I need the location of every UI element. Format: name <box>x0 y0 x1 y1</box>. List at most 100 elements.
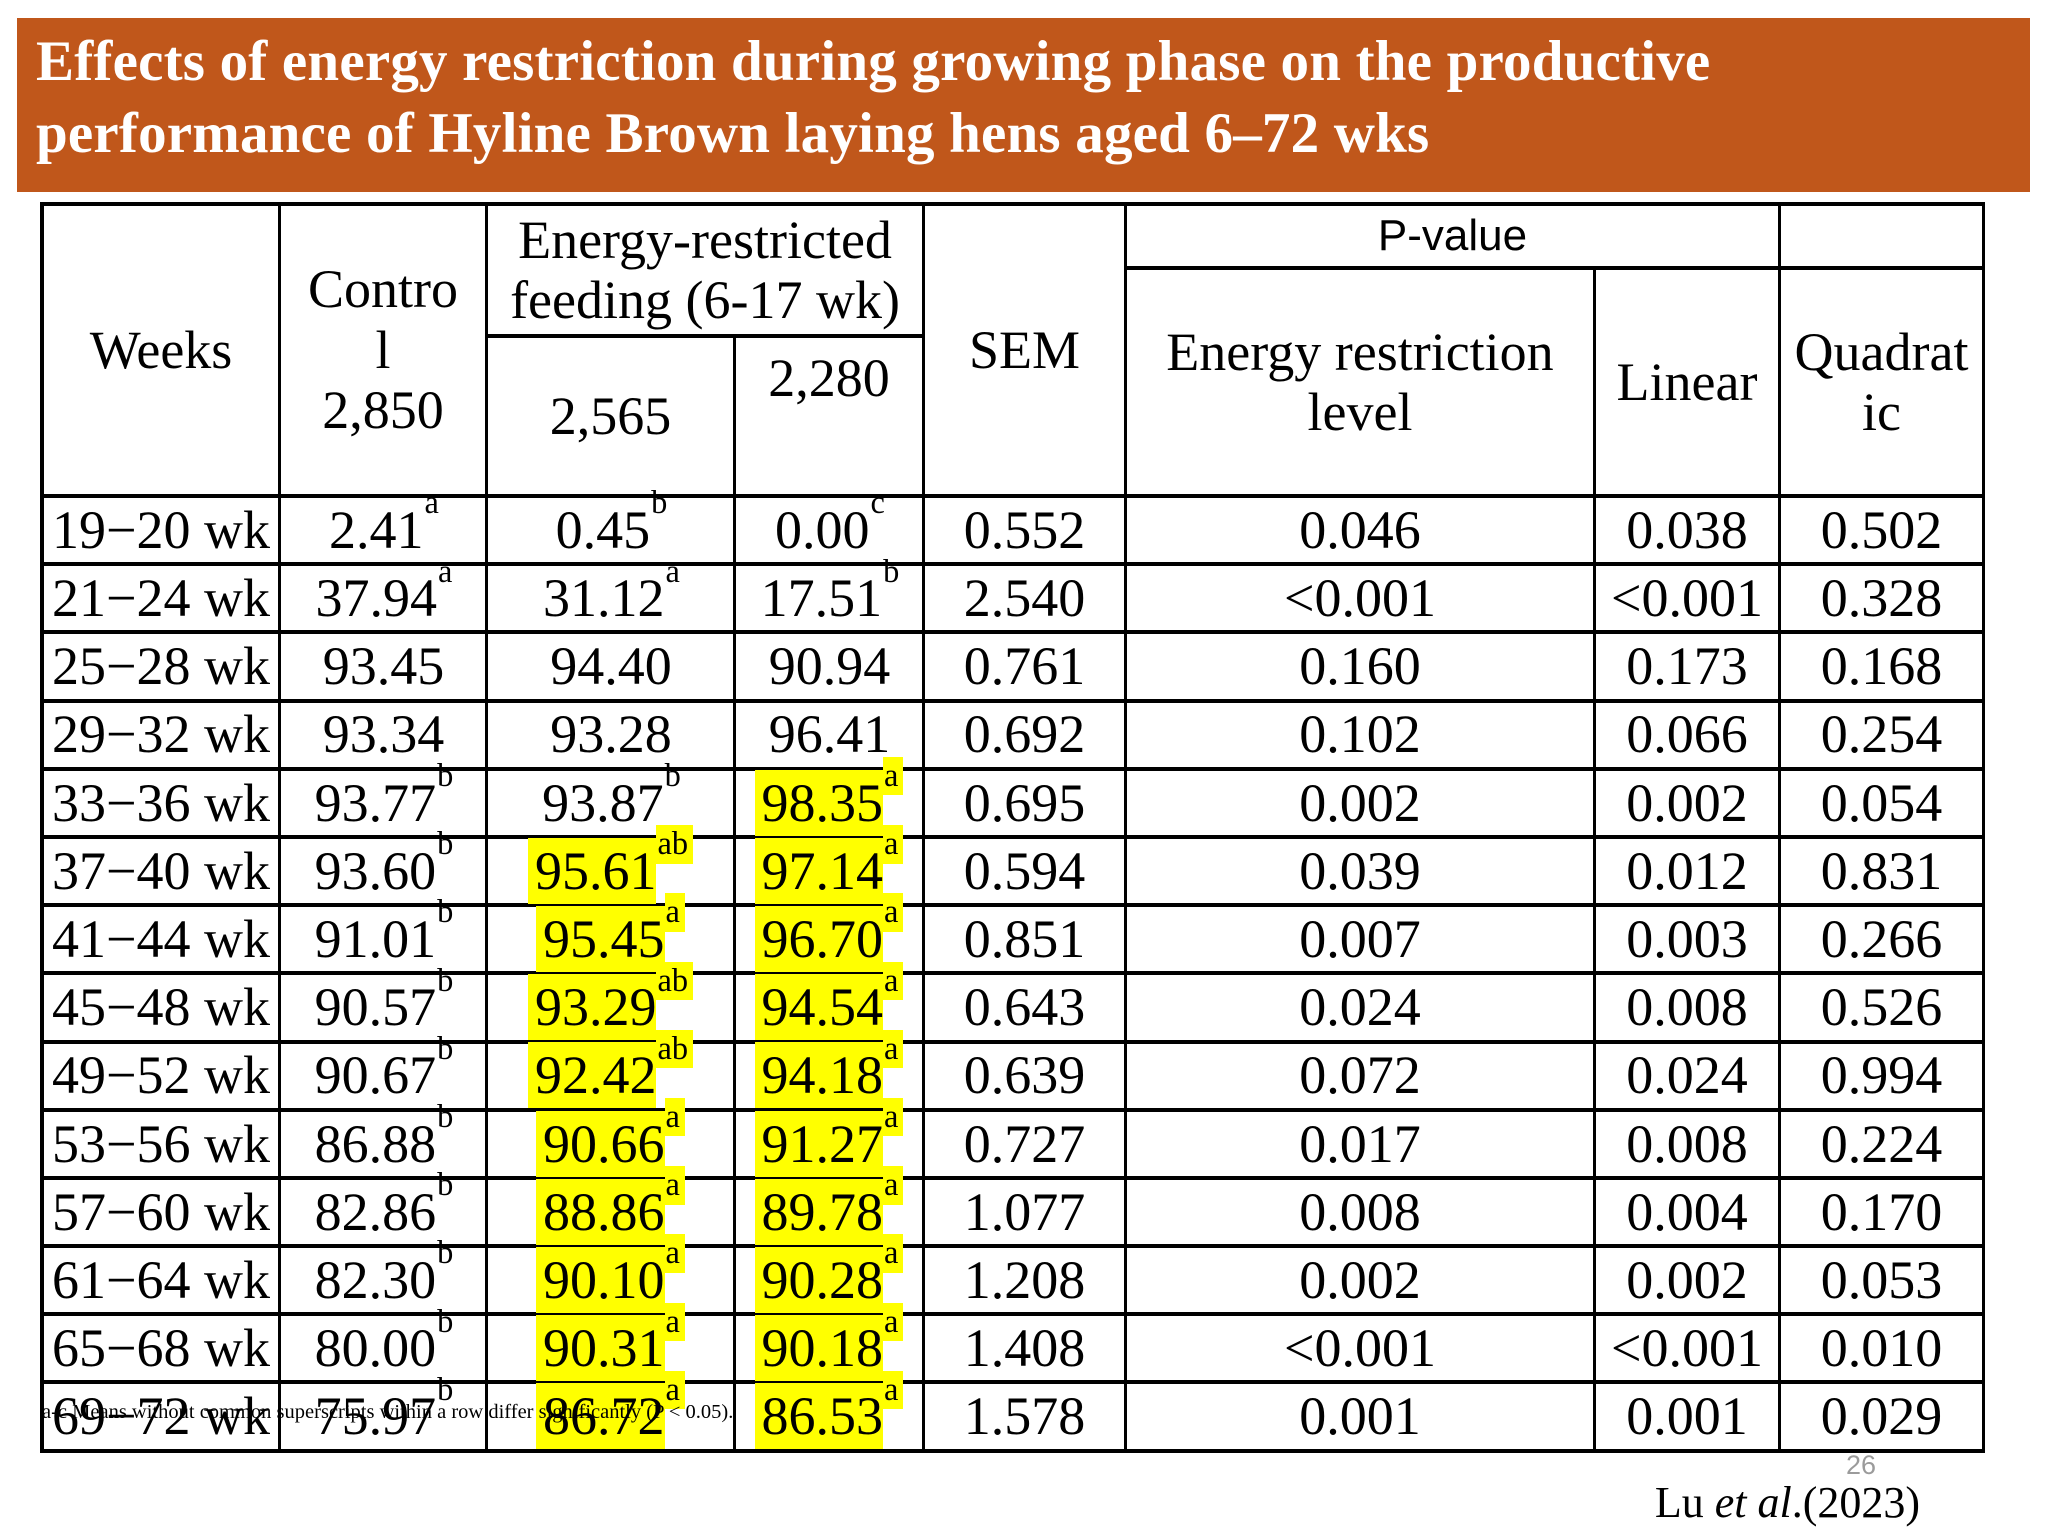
control-value-cell: 2.41a <box>281 487 488 567</box>
linear-value-cell: 0.008 <box>1596 1111 1781 1180</box>
superscript: b <box>437 894 454 931</box>
quadratic-value-cell: 0.266 <box>1781 907 1985 976</box>
sem-value-cell: 1.408 <box>925 1316 1127 1385</box>
week-range-cell: 53−56 wk <box>44 1111 281 1180</box>
linear-value-cell: <0.001 <box>1596 566 1781 635</box>
superscript: b <box>664 758 681 795</box>
header-empty-cell <box>1781 206 1985 270</box>
p-level-value-cell: 0.039 <box>1127 838 1596 908</box>
superscript: a <box>438 553 453 590</box>
week-range-cell: 45−48 wk <box>44 975 281 1044</box>
superscript: b <box>883 553 900 590</box>
superscript: a <box>883 1234 904 1273</box>
control-value-cell: 82.86b <box>281 1169 488 1249</box>
p-level-value-cell: 0.024 <box>1127 975 1596 1044</box>
control-value-cell: 86.88b <box>281 1101 488 1180</box>
control-value-cell: 80.00b <box>281 1305 488 1385</box>
superscript <box>890 712 896 718</box>
superscript: a <box>883 825 904 864</box>
week-range-cell: 61−64 wk <box>44 1248 281 1317</box>
table-footnote: a-c Means without common superscripts wi… <box>42 1401 734 1423</box>
p-level-value-cell: 0.072 <box>1127 1043 1596 1112</box>
p-level-value-cell: 0.007 <box>1127 907 1596 976</box>
sem-value-cell: 0.692 <box>925 702 1127 771</box>
superscript: a <box>664 1166 685 1205</box>
quadratic-value-cell: 0.328 <box>1781 566 1985 635</box>
superscript: a <box>883 1098 904 1137</box>
superscript <box>444 644 450 650</box>
quadratic-value-cell: 0.526 <box>1781 975 1985 1044</box>
sem-value-cell: 2.540 <box>925 566 1127 635</box>
superscript: a <box>883 1370 904 1410</box>
diet-2565-value-cell: 86.72a <box>488 1370 736 1453</box>
citation-suffix: .(2023) <box>1791 1478 1920 1527</box>
quadratic-value-cell: 0.054 <box>1781 770 1985 839</box>
sem-value-cell: 0.643 <box>925 975 1127 1044</box>
superscript: a <box>664 1302 685 1341</box>
sem-value-cell: 0.727 <box>925 1111 1127 1180</box>
superscript: ab <box>656 961 694 1001</box>
quadratic-value-cell: 0.254 <box>1781 702 1985 771</box>
diet-2280-value-cell: 86.53a <box>736 1370 925 1453</box>
superscript: ab <box>656 1029 694 1069</box>
p-level-value-cell: <0.001 <box>1127 566 1596 635</box>
header-2280: 2,280 <box>736 338 925 498</box>
linear-value-cell: 0.003 <box>1596 907 1781 976</box>
week-range-cell: 69−72 wk <box>44 1384 281 1453</box>
header-control-2850: Contro l 2,850 <box>281 206 488 498</box>
linear-value-cell: 0.173 <box>1596 634 1781 703</box>
quadratic-value-cell: 0.053 <box>1781 1248 1985 1317</box>
superscript: a <box>883 757 904 796</box>
superscript: ab <box>656 825 694 864</box>
linear-value-cell: 0.012 <box>1596 838 1781 908</box>
superscript: b <box>437 1235 454 1272</box>
diet-2280-value-cell: 90.94 <box>736 634 925 703</box>
superscript <box>672 644 678 650</box>
sem-value-cell: 0.851 <box>925 907 1127 976</box>
header-linear: Linear <box>1596 270 1781 498</box>
diet-2280-value-cell: 91.27a <box>736 1098 925 1180</box>
diet-2280-value-cell: 97.14a <box>736 825 925 908</box>
superscript: b <box>437 962 454 999</box>
superscript <box>444 712 450 718</box>
quadratic-value-cell: 0.168 <box>1781 634 1985 703</box>
superscript: a <box>883 961 904 1001</box>
sem-value-cell: 1.578 <box>925 1384 1127 1453</box>
superscript: b <box>437 1167 454 1204</box>
quadratic-value-cell: 0.502 <box>1781 498 1985 567</box>
week-range-cell: 33−36 wk <box>44 770 281 839</box>
superscript: b <box>437 1303 454 1340</box>
week-range-cell: 25−28 wk <box>44 634 281 703</box>
diet-2280-value-cell: 94.54a <box>736 961 925 1044</box>
superscript <box>672 712 678 718</box>
control-value-cell: 93.34 <box>281 702 488 771</box>
superscript: a <box>883 1166 904 1205</box>
header-weeks: Weeks <box>44 206 281 498</box>
p-level-value-cell: 0.001 <box>1127 1384 1596 1453</box>
linear-value-cell: 0.002 <box>1596 1248 1781 1317</box>
week-range-cell: 57−60 wk <box>44 1179 281 1249</box>
linear-value-cell: 0.004 <box>1596 1179 1781 1249</box>
quadratic-value-cell: 0.994 <box>1781 1043 1985 1112</box>
p-level-value-cell: 0.160 <box>1127 634 1596 703</box>
week-range-cell: 41−44 wk <box>44 907 281 976</box>
control-value-cell: 93.45 <box>281 634 488 703</box>
sem-value-cell: 0.639 <box>925 1043 1127 1112</box>
citation-et-al: et al <box>1714 1478 1792 1527</box>
header-energy-restricted-feeding: Energy-restricted feeding (6-17 wk) <box>488 206 925 338</box>
header-2565: 2,565 <box>488 338 736 498</box>
linear-value-cell: 0.066 <box>1596 702 1781 771</box>
p-level-value-cell: <0.001 <box>1127 1316 1596 1385</box>
diet-2565-value-cell: 31.12a <box>488 555 736 635</box>
superscript: b <box>437 826 454 863</box>
week-range-cell: 29−32 wk <box>44 702 281 771</box>
diet-2565-value-cell: 0.45b <box>488 487 736 567</box>
diet-2565-value-cell: 90.31a <box>488 1302 736 1385</box>
quadratic-value-cell: 0.010 <box>1781 1316 1985 1385</box>
superscript: a <box>664 1234 685 1273</box>
citation: Lu et al.(2023) <box>1540 1477 1920 1528</box>
header-quadratic: Quadrat ic <box>1781 270 1985 498</box>
diet-2280-value-cell: 90.18a <box>736 1302 925 1385</box>
linear-value-cell: <0.001 <box>1596 1316 1781 1385</box>
